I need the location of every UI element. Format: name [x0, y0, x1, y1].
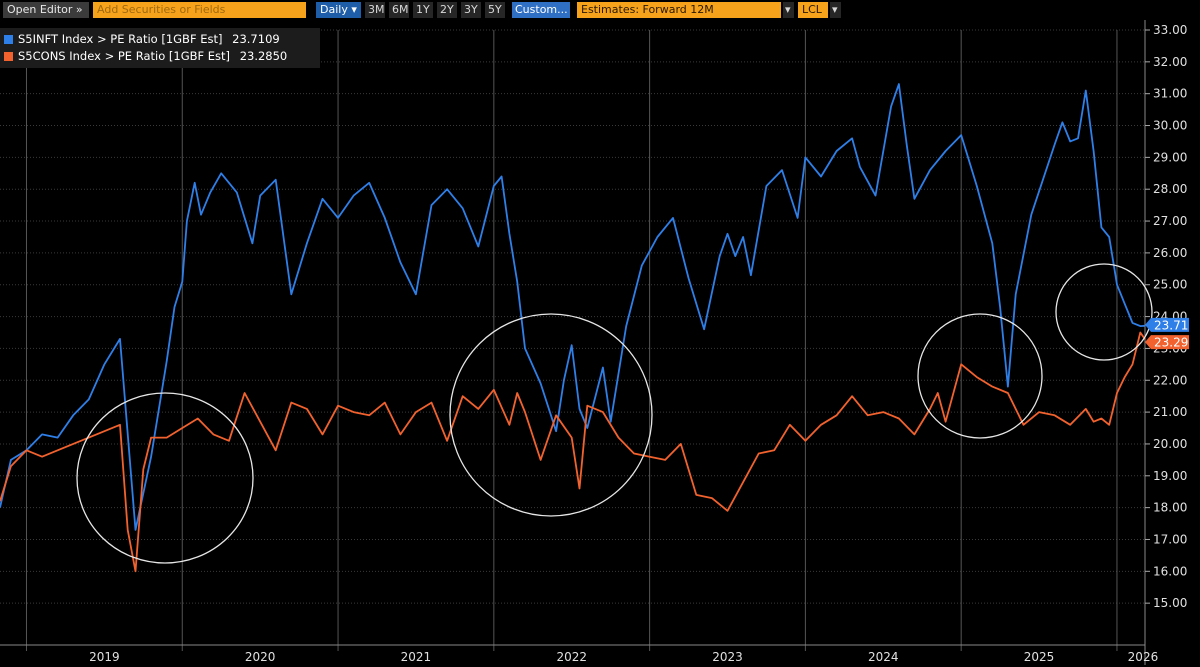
y-tick-label: 17.00 — [1153, 532, 1187, 546]
legend-value: 23.7109 — [232, 32, 280, 46]
y-tick-label: 26.00 — [1153, 246, 1187, 260]
custom-range-button[interactable]: Custom... — [512, 2, 570, 18]
range-2y-button[interactable]: 2Y — [437, 2, 457, 18]
y-tick-label: 29.00 — [1153, 150, 1187, 164]
x-tick-label: 2021 — [401, 650, 432, 664]
range-1y-button[interactable]: 1Y — [413, 2, 433, 18]
currency-chevron-down-icon[interactable]: ▾ — [830, 2, 841, 18]
y-tick-label: 20.00 — [1153, 437, 1187, 451]
x-tick-label: 2019 — [89, 650, 120, 664]
legend-label: S5CONS Index > PE Ratio [1GBF Est] — [18, 49, 231, 63]
last-value-label: 23.71 — [1154, 318, 1188, 332]
frequency-select[interactable]: Daily ▾ — [316, 2, 361, 18]
last-value-label: 23.29 — [1154, 336, 1188, 350]
currency-select[interactable]: LCL — [798, 2, 828, 18]
y-tick-label: 18.00 — [1153, 501, 1187, 515]
grid — [0, 20, 1146, 665]
x-tick-label: 2023 — [712, 650, 743, 664]
y-tick-label: 15.00 — [1153, 596, 1187, 610]
y-tick-label: 25.00 — [1153, 278, 1187, 292]
annotation-circles — [76, 263, 1153, 564]
annotation-circle — [449, 313, 653, 517]
legend-value: 23.2850 — [239, 49, 288, 63]
annotation-circle — [76, 392, 254, 564]
open-editor-button[interactable]: Open Editor » — [3, 2, 89, 18]
legend-label: S5INFT Index > PE Ratio [1GBF Est] — [18, 32, 223, 46]
x-tick-label: 2026 — [1128, 650, 1159, 664]
x-tick-label: 2024 — [868, 650, 899, 664]
last-value-tag — [1145, 317, 1189, 332]
y-tick-label: 22.00 — [1153, 373, 1187, 387]
x-tick-label: 2020 — [245, 650, 276, 664]
last-value-tag — [1145, 335, 1189, 350]
estimates-select[interactable]: Estimates: Forward 12M — [577, 2, 781, 18]
pe-ratio-chart: 15.00 16.00 17.00 18.00 19.00 20.00 21.00 22.00… — [0, 20, 1189, 665]
search-input[interactable]: Add Securities or Fields — [93, 2, 306, 18]
y-tick-label: 27.00 — [1153, 214, 1187, 228]
y-tick-label: 19.00 — [1153, 469, 1187, 483]
legend-swatch — [4, 52, 13, 61]
y-tick-label: 33.00 — [1153, 23, 1187, 37]
series-lines — [0, 83, 1146, 573]
y-tick-label: 28.00 — [1153, 182, 1187, 196]
range-5y-button[interactable]: 5Y — [485, 2, 505, 18]
y-tick-label: 31.00 — [1153, 87, 1187, 101]
range-3y-button[interactable]: 3Y — [461, 2, 481, 18]
x-tick-label: 2022 — [556, 650, 587, 664]
annotation-circle — [917, 313, 1043, 439]
last-value-labels: 23.71 23.29 — [1145, 317, 1189, 350]
series-line-1 — [0, 331, 1146, 573]
x-tick-label: 2025 — [1024, 650, 1055, 664]
range-3m-button[interactable]: 3M — [365, 2, 385, 18]
legend-item-s5cons[interactable]: S5CONS Index > PE Ratio [1GBF Est] 23.28… — [4, 48, 287, 64]
range-6m-button[interactable]: 6M — [389, 2, 409, 18]
estimates-chevron-down-icon[interactable]: ▾ — [783, 2, 794, 18]
y-tick-label: 16.00 — [1153, 564, 1187, 578]
chevron-down-icon: ▾ — [351, 3, 357, 16]
legend: S5INFT Index > PE Ratio [1GBF Est] 23.71… — [0, 28, 320, 68]
y-tick-label: 32.00 — [1153, 55, 1187, 69]
y-tick-label: 21.00 — [1153, 405, 1187, 419]
legend-item-s5inft[interactable]: S5INFT Index > PE Ratio [1GBF Est] 23.71… — [4, 31, 280, 47]
series-line-0 — [0, 83, 1146, 531]
y-tick-label: 30.00 — [1153, 119, 1187, 133]
toolbar: Open Editor » Add Securities or Fields D… — [0, 0, 1200, 20]
annotation-circle — [1055, 263, 1153, 361]
frequency-label: Daily — [320, 3, 348, 16]
legend-swatch — [4, 35, 13, 44]
x-axis: 2019 2020 2021 2022 2023 2024 2025 2026 — [89, 650, 1158, 664]
